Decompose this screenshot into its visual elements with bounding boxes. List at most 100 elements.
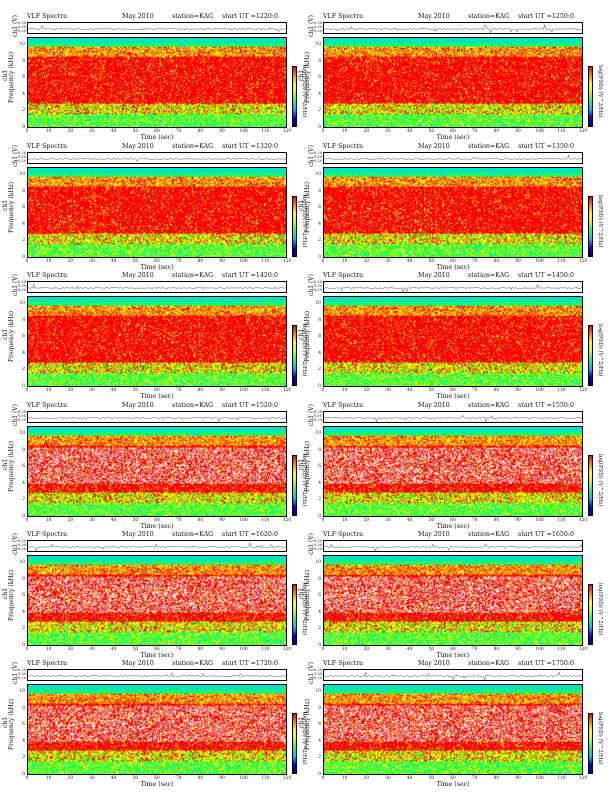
- freq-tick-label: 0: [22, 125, 25, 130]
- waveform-tick-label: 0.20: [313, 279, 322, 284]
- spectrogram-heatmap: [323, 555, 583, 646]
- spectrogram-panel: VLF Spectra May 2010 station=KAG start UT =…: [2, 143, 307, 271]
- waveform-tick-label: -0.20: [312, 287, 322, 292]
- spectrogram-panel: VLF Spectra May 2010 station=KAG start UT =…: [298, 272, 603, 400]
- spectrogram-panel: VLF Spectra May 2010 station=KAG start UT =…: [2, 272, 307, 400]
- time-tick-label: 100: [535, 647, 544, 652]
- freq-y-label: Frequency (kHz): [304, 569, 311, 621]
- waveform-line: [28, 25, 288, 33]
- time-tick-label: 10: [341, 776, 348, 781]
- waveform-plot: [27, 411, 288, 424]
- spectrogram-image: [28, 168, 286, 257]
- freq-tick-label: 8: [318, 447, 321, 453]
- spectrogram-image: [324, 556, 582, 645]
- waveform-plot: [27, 22, 288, 34]
- time-tick-label: 10: [341, 259, 348, 264]
- channel-label: ch1: [2, 587, 9, 599]
- time-tick-label: 50: [428, 518, 435, 523]
- freq-tick-label: 6: [22, 722, 25, 728]
- time-tick-label: 60: [154, 388, 160, 393]
- freq-tick-label: 6: [22, 464, 25, 470]
- colorbar-label: log(PSD) (V^2/Hz): [597, 65, 603, 118]
- time-tick-label: 80: [493, 518, 500, 523]
- time-tick-label: 50: [132, 129, 139, 134]
- time-tick-label: 0: [321, 647, 325, 652]
- time-tick-label: 70: [471, 129, 478, 134]
- spectrogram-panel: VLF Spectra May 2010 station=KAG start UT =…: [298, 660, 603, 788]
- freq-tick-label: 8: [22, 58, 25, 64]
- time-axis-label: Time (sec): [140, 781, 174, 788]
- time-tick-label: 40: [406, 388, 413, 393]
- time-tick-label: 40: [110, 259, 117, 264]
- freq-y-label: Frequency (kHz): [8, 51, 15, 103]
- waveform-tick-label: 0.20: [17, 20, 26, 25]
- time-tick-label: 30: [385, 129, 391, 134]
- freq-y-label: Frequency (kHz): [8, 181, 15, 233]
- time-tick-label: 40: [406, 518, 413, 523]
- waveform-tick-label: -0.20: [312, 28, 322, 33]
- waveform-y-label: ch1 (V): [308, 274, 315, 296]
- time-tick-label: 20: [67, 647, 74, 652]
- colorbar-label: log(PSD) (V^2/Hz): [597, 324, 603, 377]
- time-tick-label: 60: [450, 259, 456, 264]
- time-tick-label: 80: [197, 776, 204, 781]
- waveform-tick-label: -0.20: [312, 546, 322, 551]
- channel-label: ch1: [298, 587, 305, 599]
- time-tick-label: 70: [175, 259, 182, 264]
- time-tick-label: 0: [25, 647, 29, 652]
- freq-tick-label: 6: [318, 75, 321, 81]
- waveform-plot: [323, 22, 584, 34]
- panel-start-time: start UT =1520:0: [222, 402, 278, 409]
- time-tick-label: 90: [219, 647, 225, 652]
- colorbar: [292, 325, 297, 386]
- time-tick-label: 50: [132, 518, 139, 523]
- panel-start-time: start UT =1650:0: [518, 531, 574, 538]
- panel-station: station=KAG: [468, 531, 510, 538]
- colorbar-label: log(PSD) (V^2/Hz): [597, 195, 603, 248]
- waveform-y-label: ch1 (V): [12, 274, 19, 296]
- waveform-tick-label: 0.00: [313, 542, 322, 547]
- time-tick-label: 80: [493, 259, 500, 264]
- spectrogram-image: [28, 38, 286, 127]
- waveform-line: [324, 414, 584, 423]
- freq-tick-label: 10: [19, 301, 25, 307]
- freq-tick-label: 6: [22, 593, 25, 599]
- time-tick-label: 70: [175, 647, 182, 652]
- spectrogram-heatmap: [323, 167, 583, 258]
- time-tick-label: 60: [450, 518, 456, 523]
- spectrogram-heatmap: [323, 426, 583, 517]
- waveform-line: [324, 154, 584, 161]
- colorbar: [292, 66, 297, 127]
- spectrogram-panel: VLF Spectra May 2010 station=KAG start UT =…: [298, 13, 603, 141]
- time-tick-label: 110: [557, 518, 566, 523]
- panel-date: May 2010: [122, 272, 154, 279]
- time-tick-label: 80: [197, 388, 204, 393]
- waveform-tick-label: 0.20: [313, 20, 322, 25]
- time-tick-label: 90: [515, 518, 521, 523]
- channel-label: ch1: [298, 328, 305, 340]
- time-tick-label: 80: [197, 518, 204, 523]
- colorbar: [292, 713, 297, 774]
- time-tick-label: 110: [261, 259, 270, 264]
- panel-station: station=KAG: [468, 402, 510, 409]
- waveform-plot: [27, 669, 288, 681]
- time-tick-label: 110: [557, 259, 566, 264]
- freq-tick-label: 6: [318, 593, 321, 599]
- colorbar: [292, 455, 297, 516]
- waveform-tick-label: 0.00: [313, 671, 322, 676]
- time-tick-label: 20: [363, 388, 370, 393]
- waveform-line: [28, 672, 288, 677]
- spectrogram-panel: VLF Spectra May 2010 station=KAG start UT =…: [298, 531, 603, 659]
- waveform-plot: [323, 669, 584, 681]
- waveform-line: [324, 543, 584, 552]
- waveform-tick-label: 0.00: [17, 154, 26, 159]
- time-axis-label: Time (sec): [140, 652, 174, 659]
- time-tick-label: 70: [471, 388, 478, 393]
- time-tick-label: 100: [535, 259, 544, 264]
- freq-tick-label: 2: [22, 108, 25, 114]
- time-tick-label: 20: [67, 776, 74, 781]
- time-tick-label: 110: [261, 647, 270, 652]
- panel-date: May 2010: [418, 13, 450, 20]
- waveform-line: [28, 416, 288, 424]
- time-tick-label: 70: [175, 518, 182, 523]
